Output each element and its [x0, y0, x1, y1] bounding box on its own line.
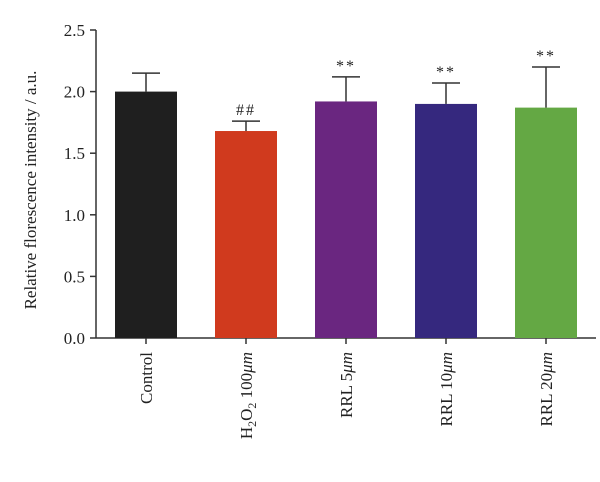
- x-tick-label: Control: [137, 352, 156, 404]
- x-tick-label: RRL 10μm: [437, 352, 456, 427]
- x-tick-label: RRL 5μm: [337, 352, 356, 418]
- y-tick-label: 1.0: [64, 206, 85, 225]
- y-tick-label: 2.0: [64, 83, 85, 102]
- y-tick-label: 0.0: [64, 329, 85, 348]
- significance-label: **: [436, 64, 456, 81]
- x-tick-label: H2O2 100μm: [237, 352, 259, 439]
- bar: [115, 91, 177, 338]
- bars: [115, 91, 577, 339]
- significance-label: ##: [236, 102, 256, 119]
- x-tick-label: RRL 20μm: [537, 352, 556, 427]
- y-axis-label: Relative florescence intensity / a.u.: [21, 71, 40, 310]
- axes: 0.0 0.5 1.0 1.5 2.0 2.5: [64, 21, 596, 348]
- y-tick-label: 1.5: [64, 144, 85, 163]
- significance-annotations: ## ** ** **: [236, 48, 556, 119]
- y-tick-label: 0.5: [64, 267, 85, 286]
- y-tick-label: 2.5: [64, 21, 85, 40]
- bar: [315, 101, 377, 339]
- bar: [415, 103, 477, 338]
- significance-label: **: [336, 58, 356, 75]
- bar: [215, 131, 277, 338]
- error-bars: [132, 66, 560, 132]
- bar: [515, 107, 577, 338]
- x-tick-labels: Control H2O2 100μm RRL 5μm RRL 10μm RRL 20μm: [137, 352, 556, 439]
- significance-label: **: [536, 48, 556, 65]
